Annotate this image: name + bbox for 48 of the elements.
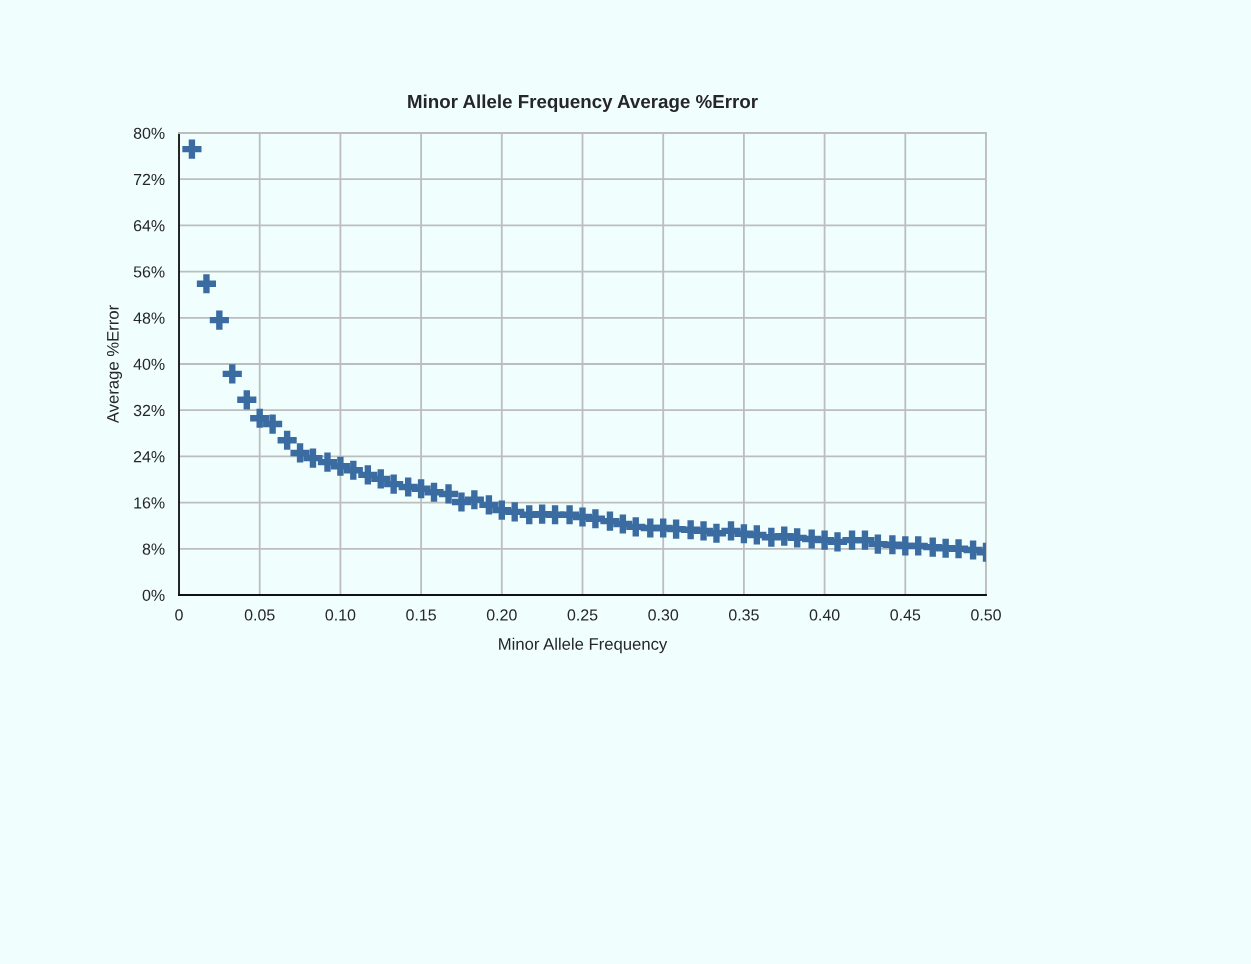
point [222,364,242,384]
point [384,474,404,494]
point [250,408,270,428]
point [464,490,484,510]
y-tick-label: 64% [133,220,165,232]
point [182,139,202,159]
x-tick-label: 0.25 [567,609,598,621]
point [827,532,848,552]
point [371,469,391,489]
y-tick-label: 24% [133,451,165,463]
x-tick-label: 0.05 [244,609,275,621]
x-tick-label: 0.15 [406,609,436,621]
point [343,460,363,480]
point [855,530,875,550]
point [303,448,323,468]
point [479,495,499,515]
point [330,456,350,476]
y-tick-label: 16% [134,497,165,509]
y-tick-label: 8% [142,543,165,555]
y-axis-title: Average %Error [107,305,123,424]
point [948,539,969,559]
y-tick-label: 80% [133,127,165,139]
point [585,509,605,529]
x-tick-label: 0.40 [809,609,840,621]
x-tick-label: 0.30 [648,609,679,621]
x-tick-label: 0 [175,609,183,621]
point [209,310,229,330]
y-tick-label: 40% [133,358,165,370]
x-tick-label: 0.35 [728,609,759,621]
point [263,414,283,434]
y-tick-label: 0% [142,589,165,601]
point [277,430,297,450]
x-tick-label: 0.20 [486,609,517,621]
y-tick-label: 56% [133,266,165,278]
y-tick-label: 72% [133,173,165,186]
x-axis-title: Minor Allele Frequency [499,637,668,654]
point [706,523,727,543]
point [317,452,338,472]
x-tick-label: 0.10 [325,609,356,621]
x-tick-label: 0.50 [971,609,1001,621]
y-tick-label: 48% [133,312,165,324]
y-tick-label: 32% [133,404,165,417]
point [196,274,217,294]
point [438,484,459,504]
x-tick-label: 0.45 [890,609,921,621]
chart-title: Minor Allele Frequency Average %Error [408,94,758,112]
point [237,390,257,410]
point [290,443,310,463]
